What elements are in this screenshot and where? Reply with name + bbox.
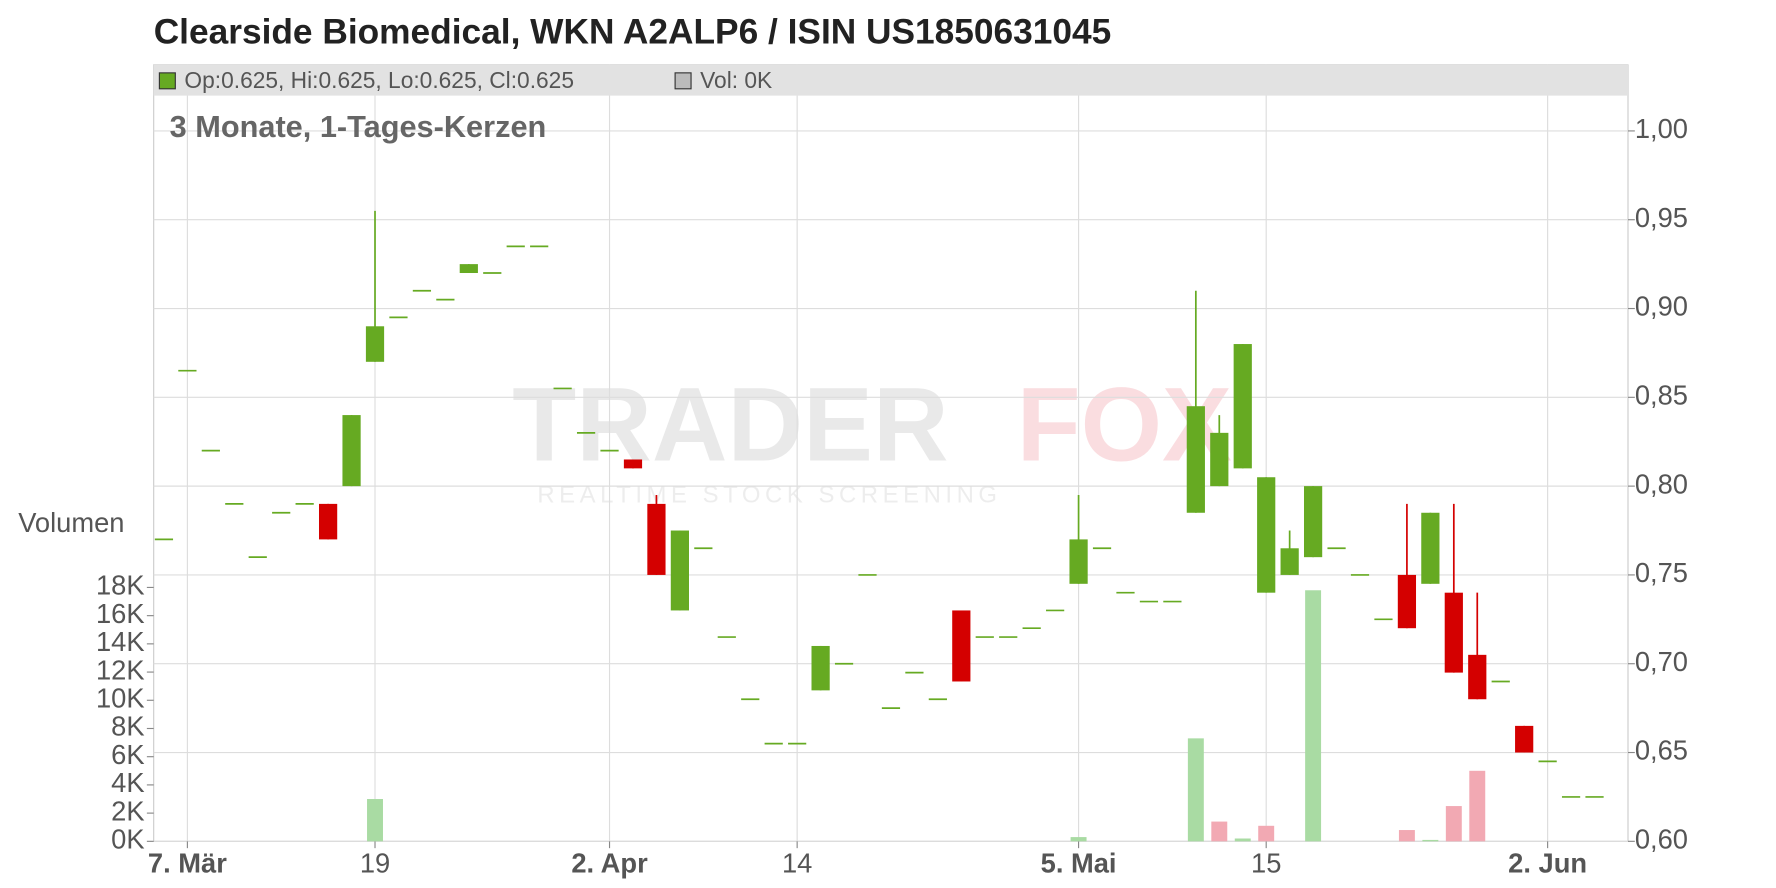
x-tick-label: 2. Jun: [1508, 847, 1587, 878]
y2-tick-label: 6K: [111, 739, 144, 770]
y-tick-label: 0,70: [1635, 646, 1688, 677]
candle-body: [952, 610, 971, 682]
candle-body: [1468, 654, 1487, 700]
volume-bar: [367, 799, 383, 842]
y2-tick-label: 0K: [111, 824, 144, 855]
plot-area: [153, 64, 1629, 842]
candle-body: [1421, 512, 1440, 584]
candle-body: [1303, 486, 1323, 558]
y2-tick-label: 18K: [96, 570, 145, 601]
candle-body: [670, 530, 689, 611]
y-tick-label: 0,90: [1635, 291, 1688, 322]
candle-body: [623, 459, 643, 469]
legend-swatch: [158, 72, 176, 90]
volume-axis-label: Volumen: [18, 507, 124, 538]
candle-body: [811, 645, 830, 691]
volume-bar: [1234, 838, 1251, 842]
watermark-brand: TRADER: [512, 366, 948, 483]
legend-ohlc: Op:0.625, Hi:0.625, Lo:0.625, Cl:0.625: [184, 67, 574, 93]
y-tick-label: 0,75: [1635, 557, 1688, 588]
candle-body: [365, 326, 385, 362]
volume-bar: [1445, 806, 1462, 842]
y-tick-label: 1,00: [1635, 113, 1688, 144]
y2-tick-label: 2K: [111, 795, 144, 826]
legend-volume: Vol: 0K: [700, 67, 772, 93]
y-tick-label: 0,65: [1635, 735, 1688, 766]
candle-body: [318, 503, 338, 540]
y2-tick-label: 8K: [111, 711, 144, 742]
candle-body: [1515, 725, 1534, 753]
legend-swatch: [674, 72, 692, 90]
candle-body: [1444, 592, 1463, 673]
candle-body: [1233, 344, 1252, 469]
x-tick-label: 14: [782, 847, 812, 878]
y2-tick-label: 12K: [96, 654, 145, 685]
volume-bar: [1469, 770, 1486, 842]
candle-body: [1210, 432, 1229, 487]
y2-tick-label: 14K: [96, 626, 145, 657]
candle-body: [1280, 548, 1299, 575]
candle-body: [1397, 574, 1417, 629]
x-tick-label: 7. Mär: [148, 847, 227, 878]
x-tick-label: 5. Mai: [1041, 847, 1117, 878]
y2-tick-label: 10K: [96, 682, 145, 713]
x-tick-label: 19: [360, 847, 390, 878]
y-tick-label: 0,95: [1635, 202, 1688, 233]
chart-title: Clearside Biomedical, WKN A2ALP6 / ISIN …: [154, 12, 1112, 51]
volume-bar: [1070, 837, 1087, 842]
candle-body: [647, 503, 666, 575]
candle-body: [1069, 539, 1088, 584]
y-tick-label: 0,60: [1635, 824, 1688, 855]
candle-body: [1257, 477, 1276, 593]
candle-body: [459, 264, 478, 274]
volume-bar: [1258, 825, 1275, 842]
volume-bar: [1398, 830, 1415, 842]
volume-bar: [1211, 821, 1228, 842]
legend-bar: [153, 64, 1629, 96]
y2-tick-label: 16K: [96, 598, 145, 629]
x-tick-label: 15: [1251, 847, 1281, 878]
y-tick-label: 0,80: [1635, 468, 1688, 499]
subtitle: 3 Monate, 1-Tages-Kerzen: [170, 109, 547, 144]
x-tick-label: 2. Apr: [571, 847, 648, 878]
volume-bar: [1187, 738, 1204, 842]
volume-bar: [1305, 590, 1322, 842]
y2-tick-label: 4K: [111, 767, 144, 798]
y-tick-label: 0,85: [1635, 380, 1688, 411]
candle-body: [1186, 406, 1205, 513]
volume-bar: [1422, 839, 1439, 842]
candle-body: [342, 415, 361, 487]
